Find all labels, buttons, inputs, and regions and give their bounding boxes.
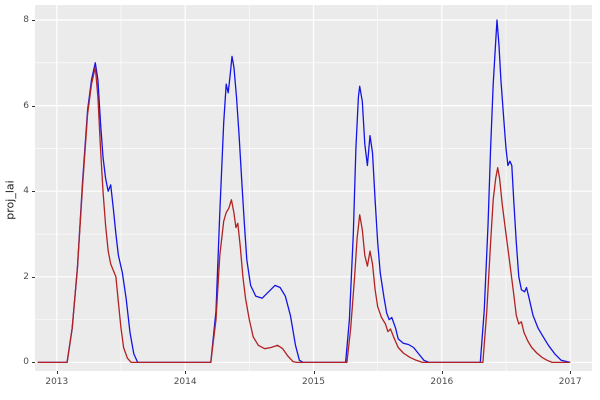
x-tick-mark — [570, 371, 572, 374]
plot-area-svg — [35, 5, 592, 371]
x-tick-mark — [185, 371, 187, 374]
x-tick-label: 2016 — [430, 377, 454, 387]
red-series-line — [37, 66, 571, 364]
y-tick-mark — [32, 362, 35, 364]
blue-series-line — [37, 19, 571, 364]
y-tick-mark — [32, 276, 35, 278]
x-tick-mark — [56, 371, 58, 374]
x-tick-mark — [313, 371, 315, 374]
y-tick-mark — [32, 19, 35, 21]
y-tick-mark — [32, 105, 35, 107]
x-tick-label: 2013 — [45, 377, 69, 387]
x-tick-label: 2017 — [558, 377, 582, 387]
y-tick-label: 6 — [23, 100, 29, 111]
plot-panel — [35, 5, 592, 371]
y-tick-label: 4 — [23, 186, 29, 197]
y-tick-label: 8 — [23, 14, 29, 25]
y-tick-label: 2 — [23, 271, 29, 282]
x-tick-label: 2014 — [173, 377, 197, 387]
x-tick-label: 2015 — [302, 377, 325, 387]
x-tick-mark — [441, 371, 443, 374]
y-tick-label: 0 — [23, 357, 29, 368]
y-tick-mark — [32, 191, 35, 193]
